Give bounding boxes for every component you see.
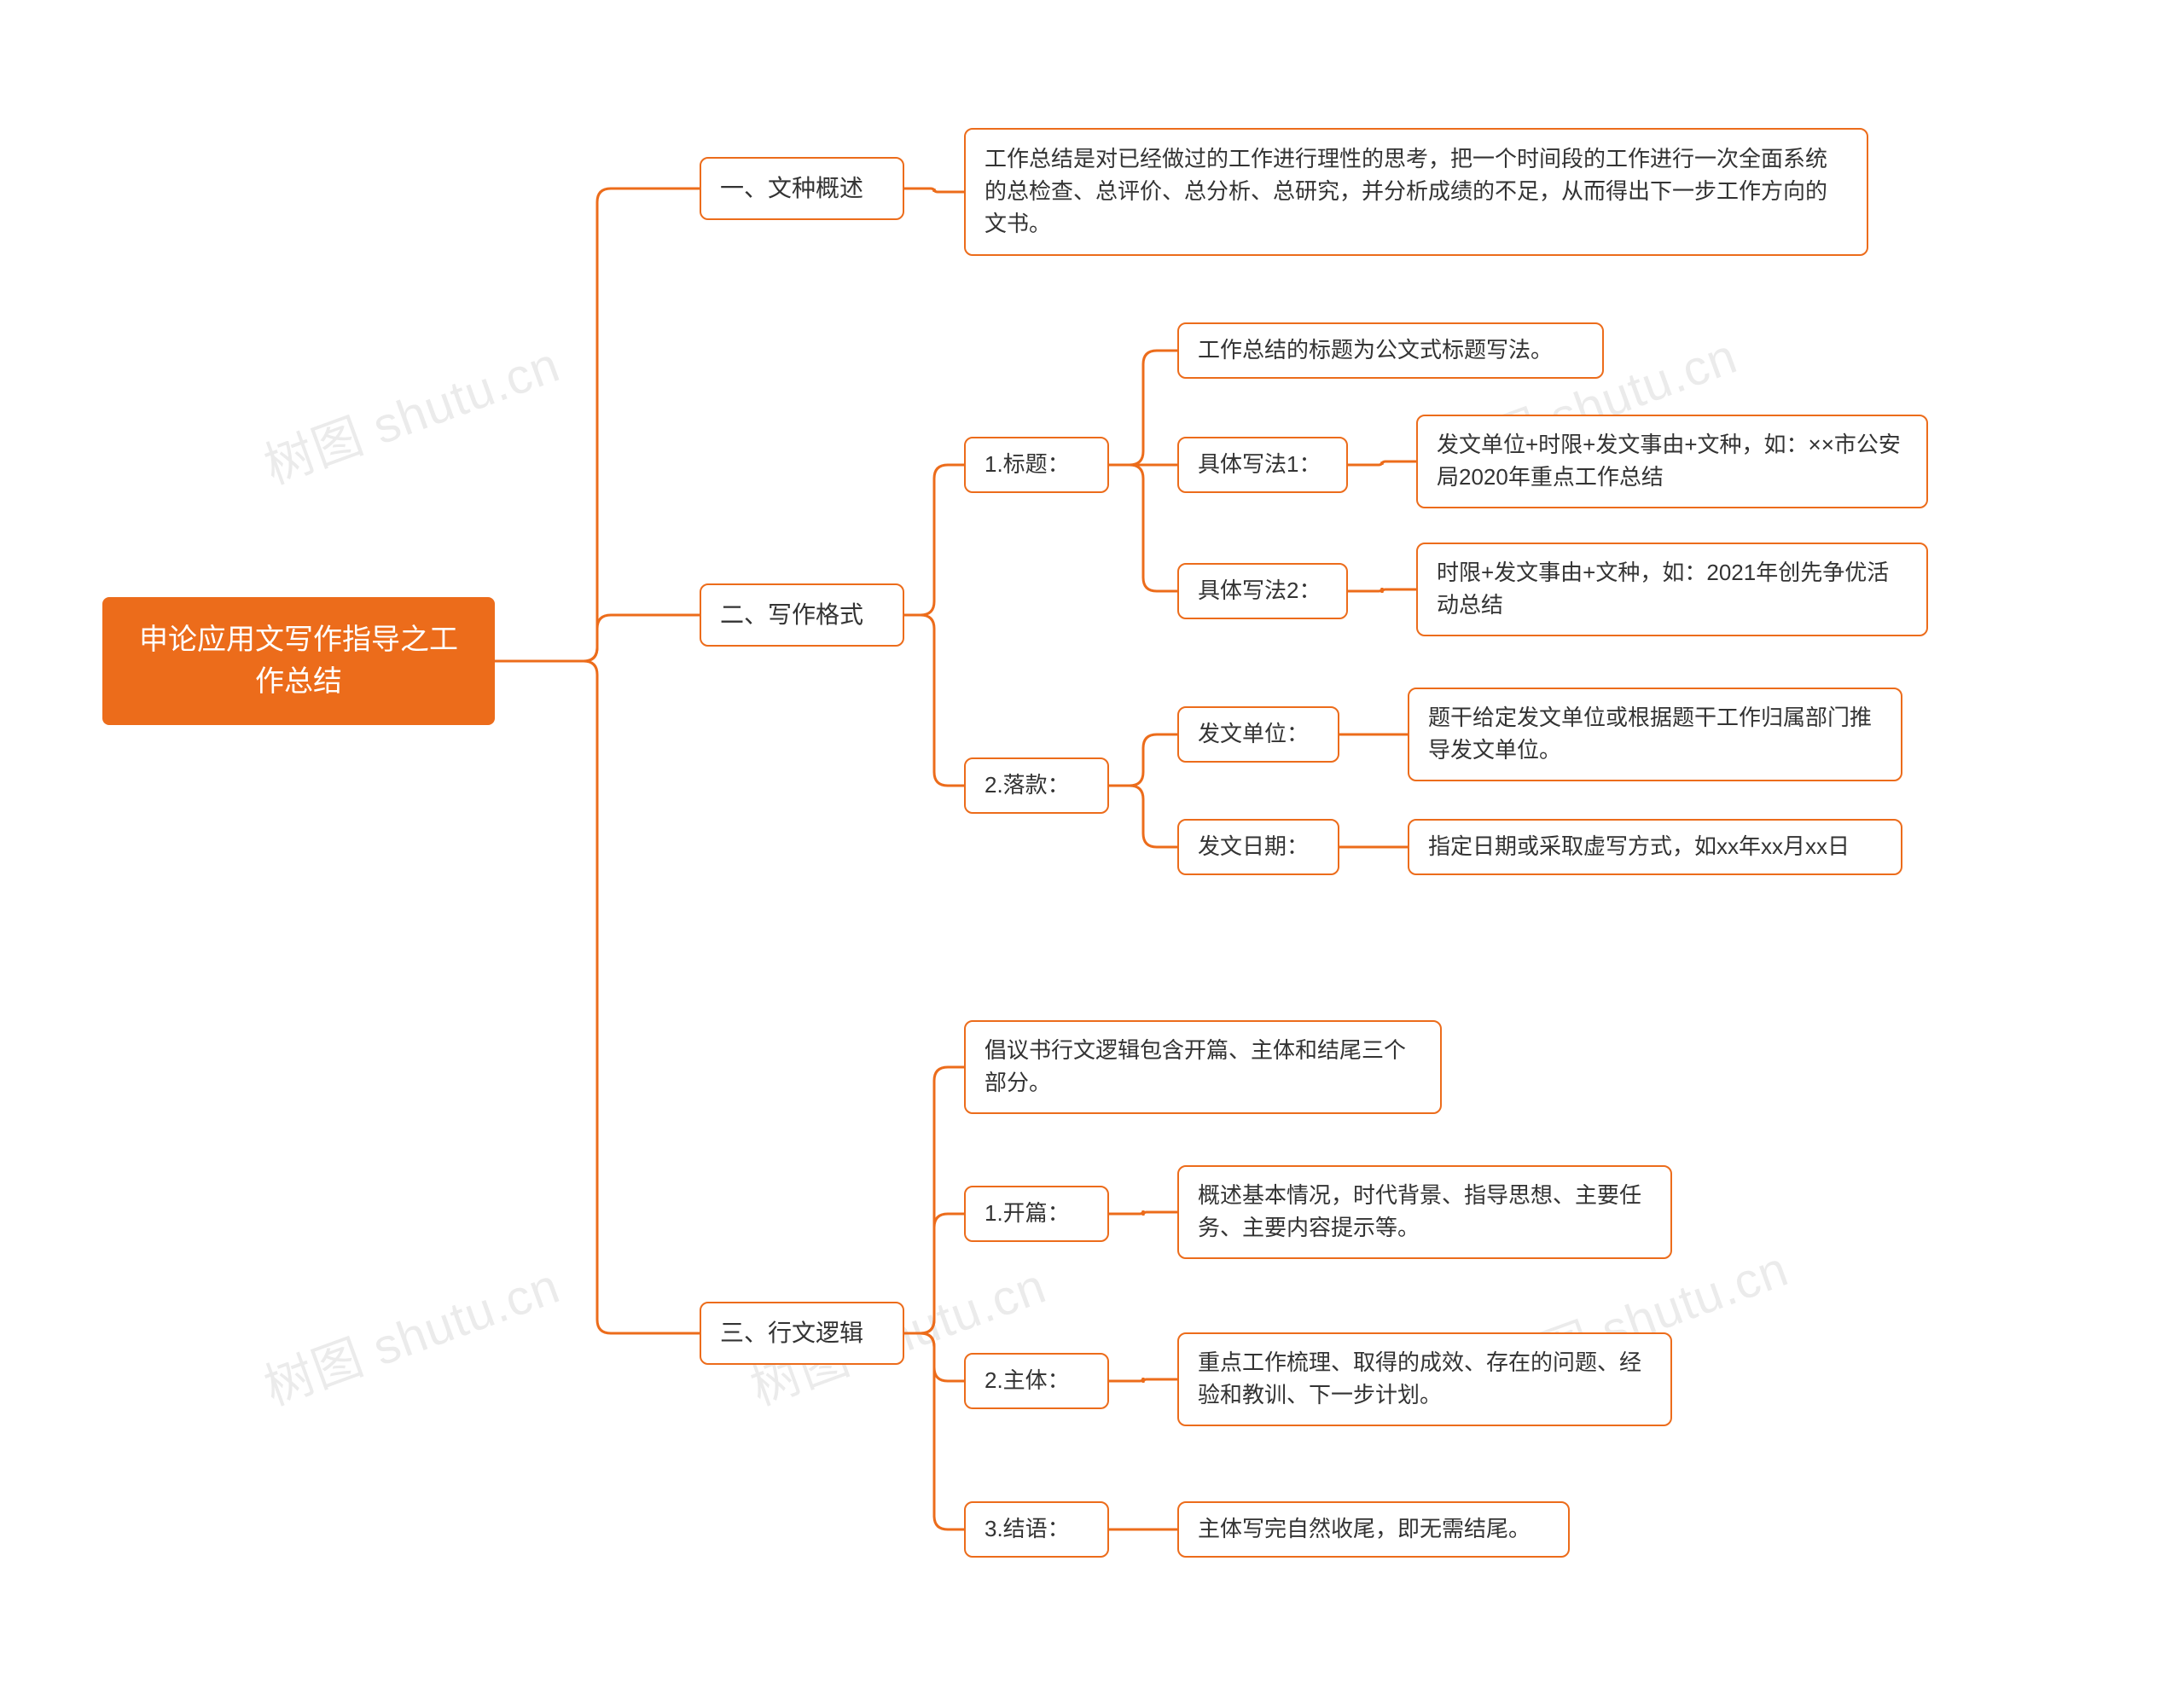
format-title[interactable]: 1.标题： [964, 437, 1109, 493]
section-3-logic[interactable]: 三、行文逻辑 [700, 1302, 904, 1365]
root-label: 申论应用文写作指导之工作总结 [126, 619, 471, 704]
title-intro[interactable]: 工作总结的标题为公文式标题写法。 [1177, 322, 1604, 379]
section-2-format[interactable]: 二、写作格式 [700, 583, 904, 647]
title-method-1[interactable]: 具体写法1： [1177, 437, 1348, 493]
watermark: 树图 shutu.cn [253, 325, 568, 498]
logic-body[interactable]: 2.主体： [964, 1353, 1109, 1409]
node-label: 1.开篇： [985, 1198, 1070, 1230]
title-method-2-desc[interactable]: 时限+发文事由+文种，如：2021年创先争优活动总结 [1416, 543, 1928, 636]
node-label: 1.标题： [985, 449, 1070, 481]
node-label: 概述基本情况，时代背景、指导思想、主要任务、主要内容提示等。 [1198, 1180, 1652, 1244]
logic-body-desc[interactable]: 重点工作梳理、取得的成效、存在的问题、经验和教训、下一步计划。 [1177, 1332, 1672, 1426]
node-label: 重点工作梳理、取得的成效、存在的问题、经验和教训、下一步计划。 [1198, 1347, 1652, 1411]
section-1-overview[interactable]: 一、文种概述 [700, 157, 904, 220]
watermark: 树图 shutu.cn [253, 1246, 568, 1419]
node-label: 倡议书行文逻辑包含开篇、主体和结尾三个部分。 [985, 1035, 1421, 1099]
signature-date[interactable]: 发文日期： [1177, 819, 1339, 875]
node-label: 3.结语： [985, 1513, 1070, 1546]
node-label: 指定日期或采取虚写方式，如xx年xx月xx日 [1428, 831, 1850, 863]
node-label: 发文日期： [1198, 831, 1309, 863]
logic-opening-desc[interactable]: 概述基本情况，时代背景、指导思想、主要任务、主要内容提示等。 [1177, 1165, 1672, 1259]
node-label: 题干给定发文单位或根据题干工作归属部门推导发文单位。 [1428, 702, 1882, 766]
root-node[interactable]: 申论应用文写作指导之工作总结 [102, 597, 495, 725]
node-label: 发文单位+时限+发文事由+文种，如：××市公安局2020年重点工作总结 [1437, 429, 1908, 493]
node-label: 主体写完自然收尾，即无需结尾。 [1198, 1513, 1531, 1546]
logic-closing[interactable]: 3.结语： [964, 1501, 1109, 1558]
signature-org[interactable]: 发文单位： [1177, 706, 1339, 763]
node-label: 2.主体： [985, 1365, 1070, 1397]
title-method-1-desc[interactable]: 发文单位+时限+发文事由+文种，如：××市公安局2020年重点工作总结 [1416, 415, 1928, 508]
node-label: 发文单位： [1198, 718, 1309, 751]
node-label: 二、写作格式 [720, 598, 863, 633]
overview-description[interactable]: 工作总结是对已经做过的工作进行理性的思考，把一个时间段的工作进行一次全面系统的总… [964, 128, 1868, 256]
node-label: 工作总结的标题为公文式标题写法。 [1198, 334, 1553, 367]
logic-intro[interactable]: 倡议书行文逻辑包含开篇、主体和结尾三个部分。 [964, 1020, 1442, 1114]
node-label: 一、文种概述 [720, 171, 863, 206]
mindmap-canvas: 树图 shutu.cn 树图 shutu.cn 树图 shutu.cn 树图 s… [0, 0, 2184, 1683]
node-label: 时限+发文事由+文种，如：2021年创先争优活动总结 [1437, 557, 1908, 621]
signature-date-desc[interactable]: 指定日期或采取虚写方式，如xx年xx月xx日 [1408, 819, 1902, 875]
node-label: 具体写法2： [1198, 575, 1321, 607]
logic-opening[interactable]: 1.开篇： [964, 1186, 1109, 1242]
node-label: 三、行文逻辑 [720, 1316, 863, 1351]
format-signature[interactable]: 2.落款： [964, 757, 1109, 814]
title-method-2[interactable]: 具体写法2： [1177, 563, 1348, 619]
node-label: 具体写法1： [1198, 449, 1321, 481]
signature-org-desc[interactable]: 题干给定发文单位或根据题干工作归属部门推导发文单位。 [1408, 688, 1902, 781]
node-label: 工作总结是对已经做过的工作进行理性的思考，把一个时间段的工作进行一次全面系统的总… [985, 143, 1848, 240]
node-label: 2.落款： [985, 769, 1070, 802]
logic-closing-desc[interactable]: 主体写完自然收尾，即无需结尾。 [1177, 1501, 1570, 1558]
